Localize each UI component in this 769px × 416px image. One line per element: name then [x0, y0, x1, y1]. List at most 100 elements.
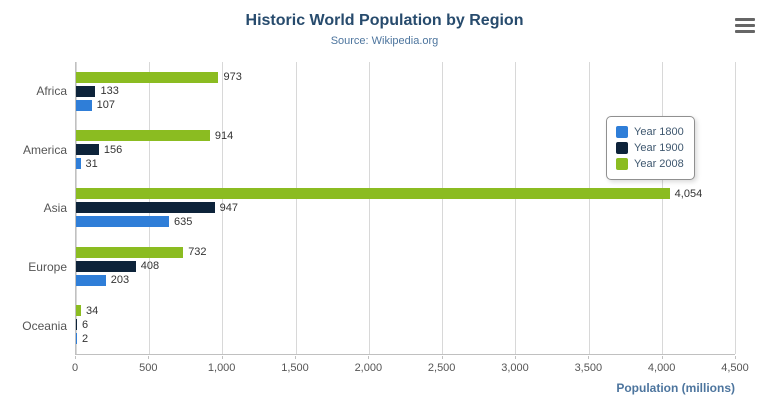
legend-item-year-1800[interactable]: Year 1800 — [616, 124, 684, 140]
bar-year-2008-africa[interactable] — [76, 71, 219, 83]
category-label-america: America — [22, 142, 67, 157]
bar-row: 133 — [76, 85, 735, 98]
bar-value-label: 732 — [188, 246, 207, 259]
bar-group-oceania: 34 6 2 — [76, 296, 735, 354]
x-tick-mark — [295, 356, 296, 359]
y-axis-category-labels: Africa America Asia Europe Oceania — [0, 62, 67, 355]
x-tick-label: 3,500 — [574, 362, 603, 374]
chart-subtitle: Source: Wikipedia.org — [330, 35, 439, 47]
bar-value-label: 408 — [140, 260, 160, 273]
bar-value-label: 31 — [85, 157, 98, 170]
x-tick-label: 1,000 — [207, 362, 236, 374]
bar-row: 635 — [76, 215, 735, 228]
gridline — [295, 62, 297, 354]
legend-label: Year 2008 — [634, 158, 684, 170]
x-axis-title: Population (millions) — [616, 381, 735, 395]
x-tick-mark — [75, 356, 76, 359]
gridline — [735, 62, 736, 354]
x-tick-label: 500 — [139, 362, 158, 374]
legend-item-year-1900[interactable]: Year 1900 — [616, 140, 684, 156]
gridline — [588, 62, 590, 354]
bar-row: 914 — [76, 129, 735, 142]
export-menu-button[interactable] — [735, 18, 755, 33]
bar-year-1800-america[interactable] — [76, 158, 81, 170]
bar-group-asia: 4,054 947 635 — [76, 179, 735, 237]
bar-year-1800-asia[interactable] — [76, 216, 169, 228]
chart-title: Historic World Population by Region — [245, 12, 524, 29]
bar-value-label: 107 — [96, 99, 116, 112]
x-tick-mark — [221, 356, 223, 359]
bar-row: 973 — [76, 71, 735, 84]
category-label-africa: Africa — [36, 84, 67, 99]
hamburger-icon — [735, 18, 755, 21]
x-tick-mark — [588, 356, 590, 359]
bar-year-1900-asia[interactable] — [76, 202, 215, 214]
bar-year-1900-africa[interactable] — [76, 85, 96, 97]
bar-row: 203 — [76, 274, 735, 287]
bar-value-label: 2 — [82, 332, 89, 345]
bar-row: 408 — [76, 260, 735, 273]
x-tick-label: 4,500 — [721, 362, 749, 374]
category-label-asia: Asia — [43, 201, 67, 216]
x-tick-label: 1,500 — [281, 362, 309, 374]
bar-row: 156 — [76, 143, 735, 156]
legend-item-year-2008[interactable]: Year 2008 — [616, 156, 684, 172]
bar-year-1800-oceania[interactable] — [76, 333, 77, 345]
bar-year-2008-asia[interactable] — [76, 188, 670, 200]
bar-year-1800-africa[interactable] — [76, 99, 92, 111]
x-tick-mark — [661, 356, 663, 359]
x-tick-mark — [441, 356, 443, 359]
bar-year-2008-america[interactable] — [76, 130, 210, 142]
x-tick-label: 2,000 — [354, 362, 383, 374]
x-tick-label: 0 — [71, 362, 79, 374]
bar-value-label: 156 — [103, 143, 123, 156]
bar-row: 34 — [76, 305, 735, 317]
legend: Year 1800 Year 1900 Year 2008 — [606, 116, 695, 180]
bar-row: 4,054 — [76, 188, 735, 200]
legend-swatch-icon — [616, 126, 628, 138]
x-tick-mark — [368, 356, 370, 359]
category-label-europe: Europe — [28, 260, 67, 275]
x-tick-mark — [735, 356, 736, 359]
bar-year-1900-oceania[interactable] — [76, 319, 77, 331]
gridline — [515, 62, 517, 354]
x-tick-mark — [515, 356, 516, 359]
bar-value-label: 133 — [100, 85, 119, 98]
bar-group-africa: 973 133 107 — [76, 62, 735, 120]
plot-area: 973 133 107 914 156 31 4,054 947 635 732 408 203 34 6… — [75, 62, 736, 355]
bar-row: 6 — [76, 318, 735, 331]
bar-group-america: 914 156 31 — [76, 120, 735, 178]
bar-year-1900-europe[interactable] — [76, 260, 136, 272]
bar-value-label: 947 — [219, 201, 239, 214]
bar-row: 2 — [76, 332, 735, 345]
bar-year-2008-europe[interactable] — [76, 246, 184, 258]
bar-row: 947 — [76, 201, 735, 214]
bar-value-label: 635 — [173, 215, 193, 228]
bar-value-label: 203 — [110, 274, 130, 287]
gridline — [661, 62, 663, 354]
legend-label: Year 1800 — [634, 126, 684, 138]
x-tick-mark — [148, 356, 150, 359]
category-label-oceania: Oceania — [22, 318, 67, 333]
gridline — [442, 62, 444, 354]
bar-year-1900-america[interactable] — [76, 144, 99, 156]
legend-swatch-icon — [616, 158, 628, 170]
bar-row: 732 — [76, 246, 735, 259]
gridline — [368, 62, 370, 354]
bar-value-label: 973 — [223, 71, 242, 84]
x-tick-label: 4,000 — [647, 362, 676, 374]
bar-year-2008-oceania[interactable] — [76, 305, 81, 317]
hamburger-icon — [735, 24, 755, 27]
bar-row: 31 — [76, 157, 735, 170]
bar-value-label: 914 — [214, 129, 234, 142]
legend-label: Year 1900 — [634, 142, 684, 154]
bar-group-europe: 732 408 203 — [76, 237, 735, 295]
x-tick-label: 2,500 — [427, 362, 456, 374]
x-tick-label: 3,000 — [501, 362, 529, 374]
bar-row: 107 — [76, 99, 735, 112]
x-axis-ticks: 0 500 1,000 1,500 2,000 2,500 3,000 3,500 4,000 4… — [71, 356, 749, 378]
legend-swatch-icon — [616, 142, 628, 154]
bar-value-label: 6 — [82, 318, 89, 331]
bar-year-1800-europe[interactable] — [76, 274, 106, 286]
